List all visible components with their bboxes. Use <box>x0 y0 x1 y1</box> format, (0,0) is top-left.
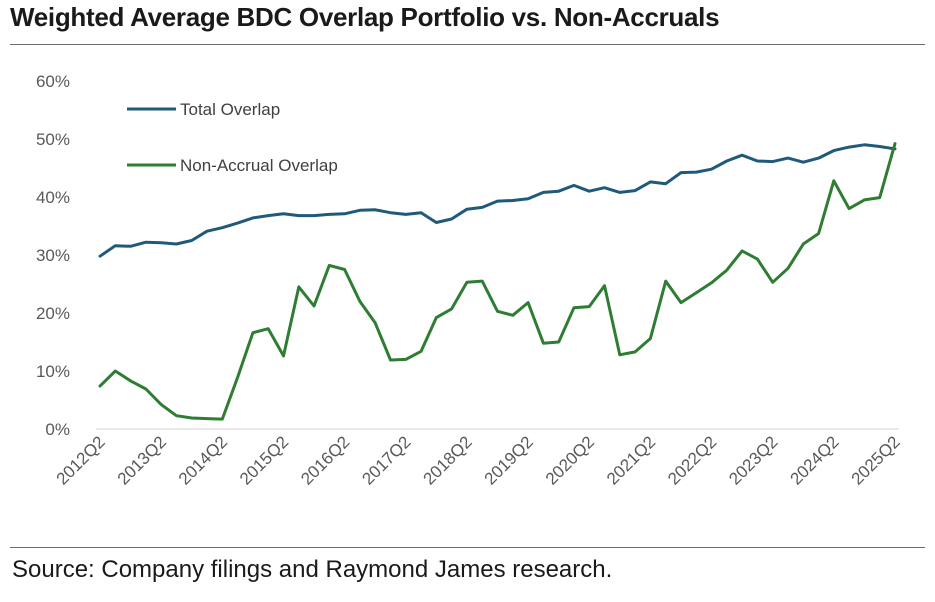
y-tick-label: 10% <box>36 362 70 381</box>
bottom-divider <box>10 547 925 548</box>
x-tick-label: 2024Q2 <box>786 432 842 488</box>
x-axis: 2012Q2 2013Q2 2014Q2 2015Q2 2016Q2 2017Q2 2018… <box>53 428 904 489</box>
x-tick-label: 2020Q2 <box>542 432 598 488</box>
y-tick-label: 60% <box>36 72 70 91</box>
chart-title: Weighted Average BDC Overlap Portfolio v… <box>10 2 720 32</box>
y-tick-label: 50% <box>36 130 70 149</box>
series-line-non-accrual-overlap <box>98 142 897 421</box>
x-tick-label: 2014Q2 <box>175 432 231 488</box>
x-tick-label: 2025Q2 <box>848 432 904 488</box>
series-line-total-overlap <box>98 143 897 258</box>
y-tick-label: 20% <box>36 304 70 323</box>
x-tick-label: 2021Q2 <box>603 432 659 488</box>
y-axis: 0% 10% 20% 30% 40% 50% 60% <box>36 72 70 439</box>
x-tick-label: 2022Q2 <box>664 432 720 488</box>
y-tick-label: 0% <box>45 420 70 439</box>
legend-label: Non-Accrual Overlap <box>180 156 338 175</box>
x-tick-label: 2023Q2 <box>725 432 781 488</box>
source-note: Source: Company filings and Raymond Jame… <box>12 556 613 583</box>
y-tick-label: 30% <box>36 246 70 265</box>
top-divider <box>10 44 925 45</box>
x-tick-label: 2019Q2 <box>481 432 537 488</box>
legend: Total Overlap Non-Accrual Overlap <box>127 100 338 175</box>
x-tick-label: 2012Q2 <box>53 432 109 488</box>
y-tick-label: 40% <box>36 188 70 207</box>
plot-area <box>98 142 897 421</box>
x-tick-label: 2018Q2 <box>420 432 476 488</box>
x-tick-label: 2016Q2 <box>297 432 353 488</box>
x-tick-label: 2015Q2 <box>236 432 292 488</box>
x-tick-label: 2017Q2 <box>358 432 414 488</box>
legend-label: Total Overlap <box>180 100 280 119</box>
line-chart: 0%10%20%30%40%50%60% 2012Q2 2013Q2 2014Q2 2… <box>36 72 904 489</box>
x-tick-label: 2013Q2 <box>114 432 170 488</box>
